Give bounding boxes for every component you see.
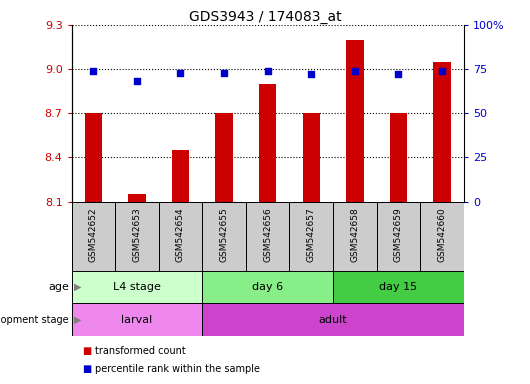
Bar: [115, 202, 158, 271]
Text: transformed count: transformed count: [95, 346, 186, 356]
Point: [307, 71, 315, 78]
Bar: [377, 202, 420, 271]
Bar: [289, 202, 333, 271]
Bar: [246, 202, 289, 271]
Text: ■: ■: [82, 346, 91, 356]
Bar: [390, 113, 407, 202]
Bar: [333, 271, 464, 303]
Point: [220, 70, 228, 76]
Bar: [303, 113, 320, 202]
Text: GSM542652: GSM542652: [89, 207, 98, 262]
Text: GSM542658: GSM542658: [350, 207, 359, 262]
Text: percentile rank within the sample: percentile rank within the sample: [95, 364, 260, 374]
Bar: [72, 271, 202, 303]
Text: GSM542654: GSM542654: [176, 207, 185, 262]
Bar: [85, 113, 102, 202]
Text: larval: larval: [121, 314, 153, 325]
Text: day 15: day 15: [379, 282, 418, 292]
Bar: [128, 194, 146, 202]
Text: GSM542656: GSM542656: [263, 207, 272, 262]
Bar: [346, 40, 364, 202]
Text: development stage: development stage: [0, 314, 69, 325]
Text: ▶: ▶: [74, 282, 82, 292]
Bar: [433, 62, 450, 202]
Text: GSM542655: GSM542655: [219, 207, 228, 262]
Bar: [202, 303, 464, 336]
Bar: [333, 202, 377, 271]
Point: [394, 71, 403, 78]
Point: [176, 70, 185, 76]
Bar: [202, 202, 246, 271]
Text: GSM542660: GSM542660: [437, 207, 446, 262]
Text: GDS3943 / 174083_at: GDS3943 / 174083_at: [189, 10, 341, 23]
Bar: [172, 150, 189, 202]
Bar: [72, 202, 115, 271]
Bar: [215, 113, 233, 202]
Text: ■: ■: [82, 364, 91, 374]
Point: [263, 68, 272, 74]
Bar: [72, 303, 202, 336]
Bar: [259, 84, 276, 202]
Point: [132, 78, 141, 84]
Text: ▶: ▶: [74, 314, 82, 325]
Bar: [158, 202, 202, 271]
Point: [438, 68, 446, 74]
Text: day 6: day 6: [252, 282, 283, 292]
Text: GSM542657: GSM542657: [307, 207, 316, 262]
Bar: [420, 202, 464, 271]
Text: L4 stage: L4 stage: [113, 282, 161, 292]
Text: GSM542659: GSM542659: [394, 207, 403, 262]
Point: [350, 68, 359, 74]
Point: [89, 68, 98, 74]
Text: adult: adult: [319, 314, 347, 325]
Bar: [202, 271, 333, 303]
Text: GSM542653: GSM542653: [132, 207, 142, 262]
Text: age: age: [48, 282, 69, 292]
